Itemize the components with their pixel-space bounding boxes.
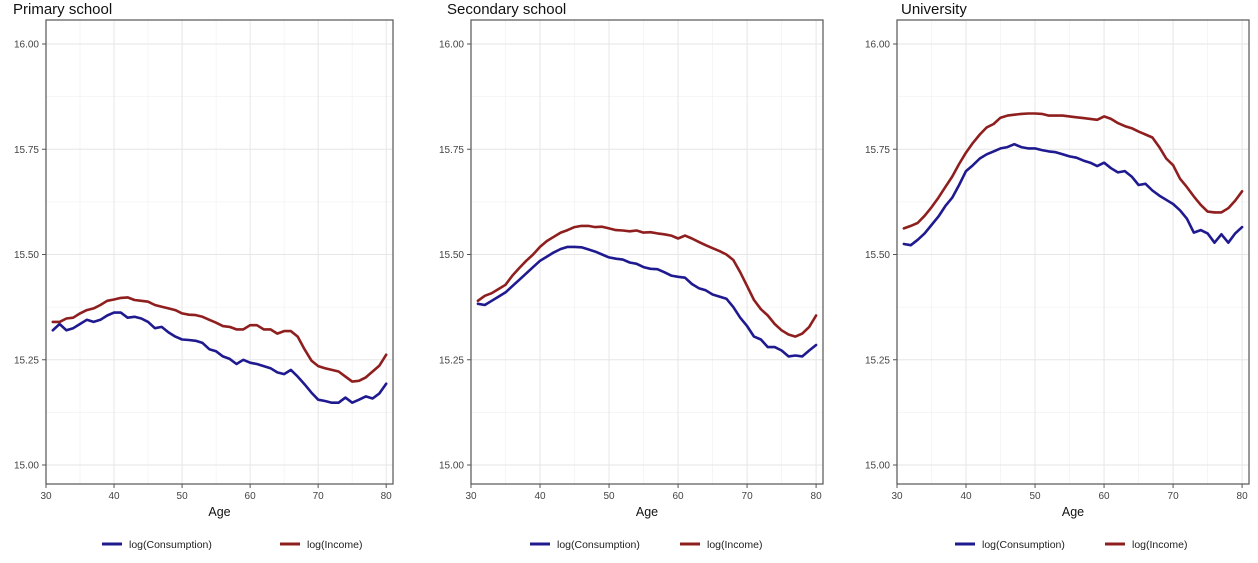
series-line-consumption	[476, 245, 818, 358]
x-tick-label: 80	[1237, 491, 1249, 502]
x-axis-title: Age	[208, 505, 230, 519]
x-tick-label: 40	[108, 491, 120, 502]
series-line-income	[902, 112, 1244, 230]
panel-frame	[470, 19, 824, 485]
x-axis-title: Age	[1062, 505, 1084, 519]
x-axis-title: Age	[636, 505, 658, 519]
x-tick-label: 80	[381, 491, 393, 502]
y-tick-label: 15.25	[439, 355, 464, 366]
legend-label-consumption: log(Consumption)	[557, 539, 640, 551]
x-tick-label: 80	[811, 491, 823, 502]
x-tick-label: 50	[177, 491, 189, 502]
y-tick-label: 15.75	[14, 145, 39, 156]
x-tick-label: 70	[1168, 491, 1180, 502]
y-tick-label: 16.00	[439, 40, 464, 51]
legend: log(Consumption) log(Income)	[530, 539, 762, 551]
y-tick-label: 16.00	[865, 40, 890, 51]
y-tick-label: 15.25	[865, 355, 890, 366]
y-tick-label: 15.75	[439, 145, 464, 156]
x-tick-label: 30	[465, 491, 477, 502]
panel-title: Secondary school	[447, 1, 566, 18]
y-tick-label: 15.00	[14, 461, 39, 472]
legend-label-consumption: log(Consumption)	[129, 539, 212, 551]
legend-label-income: log(Income)	[707, 539, 762, 551]
x-tick-label: 60	[245, 491, 257, 502]
legend-label-income: log(Income)	[307, 539, 362, 551]
x-tick-label: 60	[672, 491, 684, 502]
panel-frame	[45, 19, 394, 485]
x-tick-label: 70	[742, 491, 754, 502]
y-tick-label: 15.00	[865, 461, 890, 472]
x-tick-label: 50	[1029, 491, 1041, 502]
x-tick-label: 60	[1098, 491, 1110, 502]
x-tick-label: 50	[603, 491, 615, 502]
y-tick-label: 15.00	[439, 461, 464, 472]
y-tick-label: 16.00	[14, 40, 39, 51]
legend: log(Consumption) log(Income)	[102, 539, 362, 551]
legend-label-income: log(Income)	[1132, 539, 1187, 551]
y-tick-label: 15.50	[439, 250, 464, 261]
panel-title: Primary school	[13, 1, 112, 18]
x-tick-label: 40	[960, 491, 972, 502]
x-tick-label: 30	[40, 491, 52, 502]
panel-title: University	[901, 1, 967, 18]
series-line-income	[476, 224, 818, 338]
y-tick-label: 15.50	[865, 250, 890, 261]
panel-frame	[896, 19, 1250, 485]
x-tick-label: 70	[313, 491, 325, 502]
y-tick-label: 15.50	[14, 250, 39, 261]
x-tick-label: 40	[534, 491, 546, 502]
series-line-consumption	[51, 311, 388, 405]
chart-panel-0: Primary school 30 40 50 60 70 80 15.00 15.25 15.5…	[13, 1, 394, 551]
legend: log(Consumption) log(Income)	[955, 539, 1187, 551]
y-tick-label: 15.75	[865, 145, 890, 156]
x-tick-label: 30	[891, 491, 903, 502]
series-line-consumption	[902, 142, 1244, 247]
y-tick-label: 15.25	[14, 355, 39, 366]
chart-panel-1: Secondary school 30 40 50 60 70 80 15.00 15.25 15…	[439, 1, 824, 551]
legend-label-consumption: log(Consumption)	[982, 539, 1065, 551]
series-line-income	[51, 296, 388, 383]
chart-panel-2: University 30 40 50 60 70 80 15.00 15.25 15.50 15.…	[865, 1, 1250, 551]
